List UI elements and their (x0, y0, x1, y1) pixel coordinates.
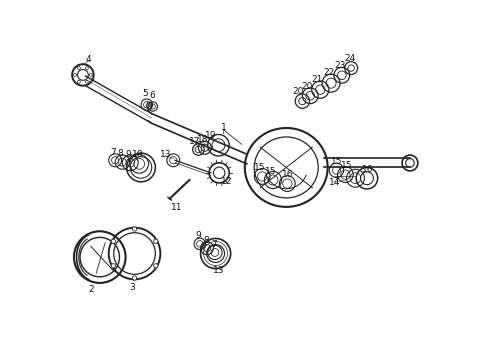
Text: 15: 15 (331, 157, 343, 166)
Circle shape (132, 227, 137, 231)
Text: 15: 15 (265, 167, 276, 176)
Text: 20: 20 (301, 82, 312, 91)
Text: 10: 10 (132, 150, 144, 159)
Text: 3: 3 (129, 283, 135, 292)
Text: 13: 13 (160, 150, 171, 159)
Circle shape (132, 276, 137, 280)
Text: 20: 20 (293, 86, 304, 95)
Text: 24: 24 (344, 54, 356, 63)
Text: 9: 9 (196, 231, 201, 240)
Text: 15: 15 (254, 163, 265, 172)
Text: 22: 22 (323, 68, 334, 77)
Text: 8: 8 (203, 236, 209, 245)
Text: 8: 8 (118, 149, 123, 158)
Circle shape (111, 264, 116, 268)
Circle shape (154, 239, 158, 243)
Text: 7: 7 (111, 148, 116, 157)
Text: 6: 6 (149, 91, 155, 100)
Text: 19: 19 (205, 131, 216, 140)
Text: 9: 9 (125, 150, 131, 159)
Text: 23: 23 (334, 61, 345, 70)
Text: 7: 7 (211, 240, 217, 249)
Text: 4: 4 (85, 55, 91, 64)
Circle shape (111, 239, 116, 243)
Text: 14: 14 (329, 177, 341, 186)
Text: 17: 17 (189, 137, 200, 146)
Text: 15: 15 (341, 161, 352, 170)
Text: 18: 18 (197, 135, 208, 144)
Text: 1: 1 (220, 123, 226, 132)
Text: 12: 12 (220, 176, 232, 185)
Text: 2: 2 (88, 285, 94, 294)
Text: 5: 5 (143, 89, 148, 98)
Circle shape (154, 264, 158, 268)
Text: 16: 16 (282, 170, 293, 179)
Text: 13: 13 (214, 266, 225, 275)
Text: 16: 16 (362, 165, 374, 174)
Text: 21: 21 (312, 75, 323, 84)
Text: 11: 11 (171, 203, 183, 212)
